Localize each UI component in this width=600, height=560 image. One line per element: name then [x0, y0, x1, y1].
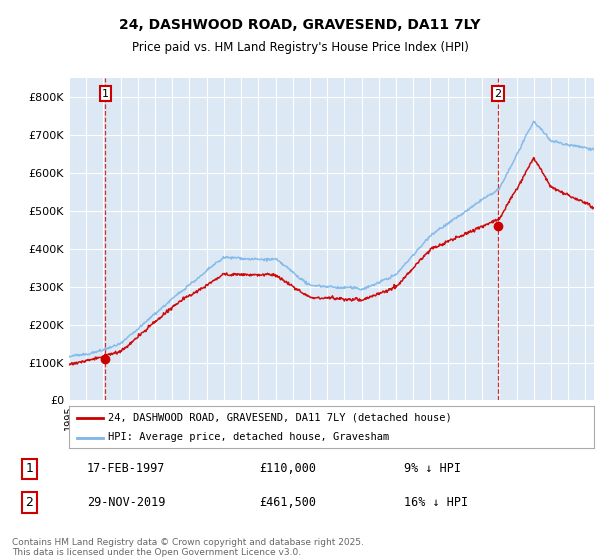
- Text: 24, DASHWOOD ROAD, GRAVESEND, DA11 7LY (detached house): 24, DASHWOOD ROAD, GRAVESEND, DA11 7LY (…: [109, 413, 452, 423]
- Text: £461,500: £461,500: [260, 496, 317, 509]
- Text: 1: 1: [102, 88, 109, 99]
- Text: HPI: Average price, detached house, Gravesham: HPI: Average price, detached house, Grav…: [109, 432, 389, 442]
- Text: 2: 2: [494, 88, 502, 99]
- Text: 1: 1: [25, 463, 33, 475]
- Text: 17-FEB-1997: 17-FEB-1997: [87, 463, 165, 475]
- Text: 16% ↓ HPI: 16% ↓ HPI: [404, 496, 468, 509]
- Text: 2: 2: [25, 496, 33, 509]
- Text: Price paid vs. HM Land Registry's House Price Index (HPI): Price paid vs. HM Land Registry's House …: [131, 41, 469, 54]
- Text: £110,000: £110,000: [260, 463, 317, 475]
- Text: 9% ↓ HPI: 9% ↓ HPI: [404, 463, 461, 475]
- Text: Contains HM Land Registry data © Crown copyright and database right 2025.
This d: Contains HM Land Registry data © Crown c…: [12, 538, 364, 557]
- Text: 29-NOV-2019: 29-NOV-2019: [87, 496, 165, 509]
- Text: 24, DASHWOOD ROAD, GRAVESEND, DA11 7LY: 24, DASHWOOD ROAD, GRAVESEND, DA11 7LY: [119, 18, 481, 32]
